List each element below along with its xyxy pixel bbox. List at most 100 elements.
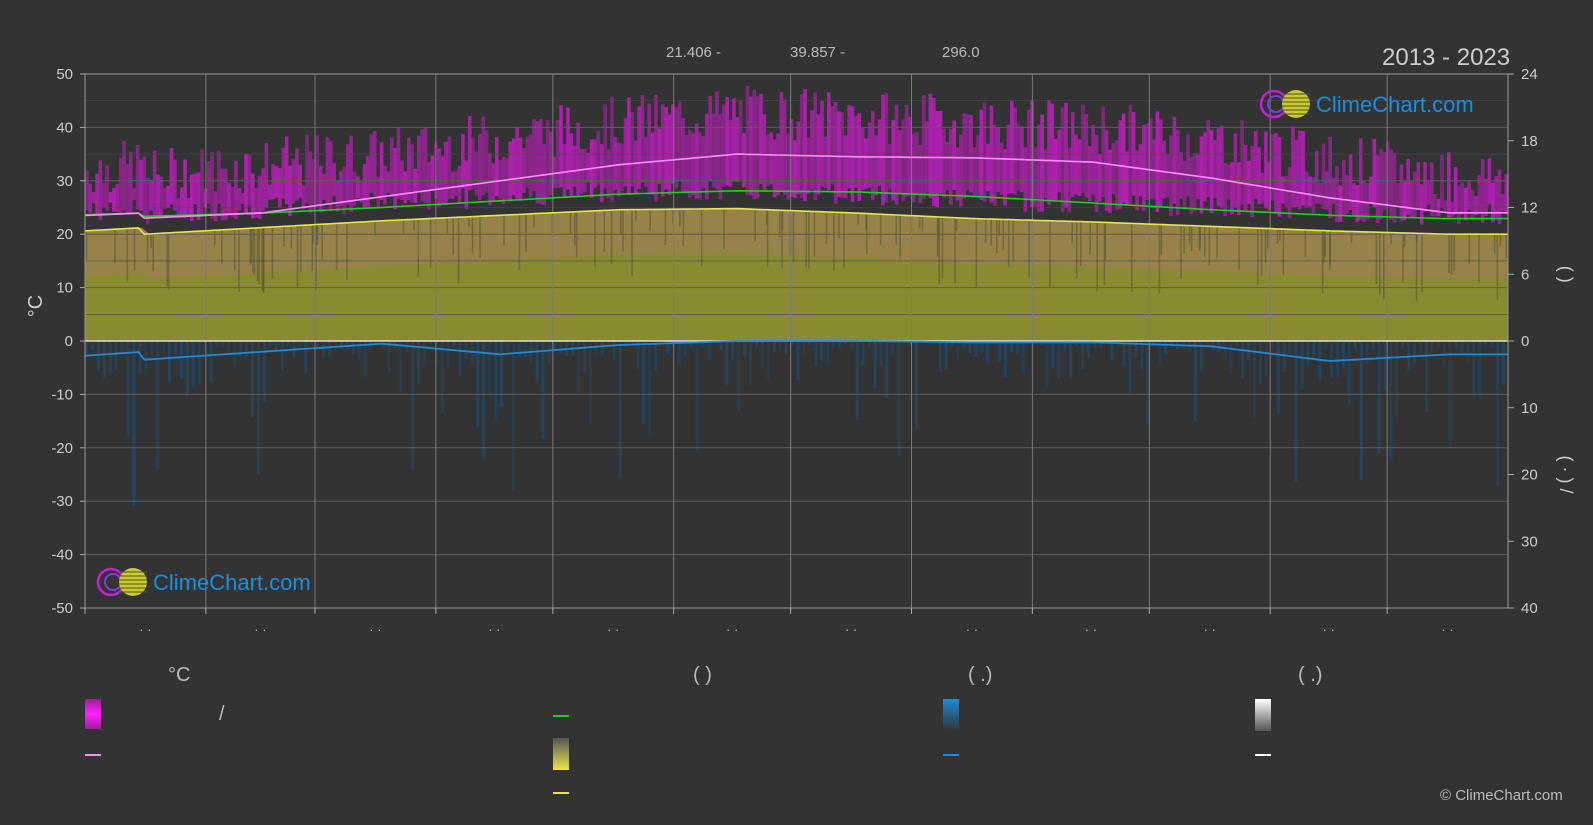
daily-range-bar: [1179, 152, 1183, 199]
daily-range-bar: [223, 168, 228, 220]
daily-range-bar: [1348, 154, 1353, 210]
daily-range-bar: [1033, 147, 1038, 208]
daily-range-bar: [962, 113, 967, 199]
y-right-upper-tick-label: 24: [1521, 66, 1538, 83]
precipitation-bar: [1223, 341, 1227, 361]
daily-range-bar: [640, 95, 645, 183]
daily-range-bar: [1104, 130, 1109, 211]
sunshine-dip: [808, 211, 810, 269]
y-left-tick-label: -20: [51, 440, 73, 457]
precipitation-bar: [1359, 341, 1363, 481]
precipitation-bar: [239, 341, 243, 358]
daily-range-bar: [1416, 162, 1421, 210]
precipitation-bar: [345, 341, 349, 350]
sunshine-dip: [1415, 233, 1418, 302]
daily-range-bar: [715, 91, 719, 190]
precipitation-bar: [114, 341, 118, 370]
precipitation-bar: [1098, 341, 1102, 348]
daily-range-bar: [444, 141, 448, 206]
precipitation-bar: [221, 341, 225, 348]
daily-range-bar: [908, 116, 912, 193]
sunshine-dip: [779, 210, 781, 238]
precipitation-bar: [108, 341, 112, 373]
daily-range-bar: [125, 163, 130, 213]
daily-range-bar: [369, 134, 374, 193]
copyright: © ClimeChart.com: [1440, 787, 1563, 804]
daily-range-bar: [1386, 141, 1390, 206]
precipitation-bar: [506, 341, 509, 352]
daily-range-bar: [213, 191, 218, 222]
precipitation-bar: [962, 341, 966, 352]
precipitation-bar: [636, 341, 640, 370]
daily-range-bar: [999, 142, 1004, 195]
daily-range-bar: [1138, 144, 1143, 197]
precipitation-bar: [1057, 341, 1061, 379]
precipitation-bar: [156, 341, 160, 471]
precipitation-bar: [132, 341, 136, 506]
precipitation-bar: [826, 341, 830, 364]
daily-range-bar: [1182, 161, 1187, 210]
precipitation-bar: [310, 341, 314, 345]
precipitation-bar: [191, 341, 195, 388]
daily-range-bar: [169, 148, 174, 205]
y-left-tick-label: -10: [51, 386, 73, 403]
daily-range-bar: [210, 151, 214, 219]
daily-range-bar: [1223, 162, 1227, 217]
precipitation-bar: [843, 341, 847, 344]
daily-range-bar: [959, 134, 963, 207]
daily-range-bar: [1396, 183, 1400, 205]
daily-range-bar: [1037, 124, 1041, 212]
sunshine-dip: [261, 227, 263, 290]
sunshine-dip: [114, 229, 116, 263]
daily-range-bar: [190, 174, 194, 222]
daily-range-bar: [1399, 164, 1404, 222]
precipitation-bar: [90, 341, 94, 350]
sunshine-dip: [781, 210, 783, 268]
sunshine-dip: [649, 209, 651, 231]
precipitation-bar: [1413, 341, 1417, 363]
daily-range-bar: [345, 144, 350, 205]
precipitation-bar: [511, 341, 515, 491]
x-tick-label: · ·: [966, 622, 978, 637]
precipitation-bar: [440, 341, 444, 414]
daily-range-bar: [606, 149, 611, 199]
precipitation-bar: [891, 341, 895, 355]
daily-range-bar: [1291, 126, 1295, 207]
precipitation-bar: [1134, 341, 1138, 358]
legend-swatch-rain: [943, 754, 959, 756]
precipitation-bar: [879, 341, 883, 367]
daily-range-bar: [230, 187, 235, 218]
sunshine-dip: [214, 230, 216, 245]
y-right-upper-axis-label: ( ): [1556, 266, 1576, 283]
daily-range-bar: [566, 107, 570, 190]
sunshine-dip: [765, 209, 768, 225]
sunshine-dip: [1075, 221, 1078, 279]
precipitation-bar: [209, 341, 213, 381]
daily-range-bar: [711, 113, 716, 188]
precipitation-bar: [268, 341, 272, 347]
precipitation-bar: [944, 341, 948, 370]
sunshine-dip: [1321, 230, 1324, 294]
daily-range-bar: [823, 136, 828, 189]
daily-range-bar: [569, 133, 574, 196]
daily-range-bar: [352, 171, 357, 206]
daily-range-bar: [1287, 166, 1292, 219]
precipitation-bar: [772, 341, 776, 352]
logo-sun-icon: [1282, 90, 1310, 118]
sunshine-dip: [417, 219, 420, 277]
daily-range-bar: [732, 98, 736, 182]
daily-range-bar: [115, 184, 120, 212]
precipitation-bar: [423, 341, 426, 367]
daily-range-bar: [1267, 161, 1271, 211]
precipitation-bar: [1401, 341, 1405, 350]
sunshine-dip: [126, 228, 129, 283]
sunshine-dip: [1282, 229, 1285, 275]
daily-range-bar: [406, 137, 411, 201]
precipitation-bar: [855, 341, 859, 421]
daily-range-bar: [630, 112, 635, 187]
daily-range-bar: [342, 166, 347, 215]
sunshine-dip: [258, 227, 260, 285]
daily-range-bar: [1010, 100, 1014, 194]
sunshine-dip: [250, 228, 252, 264]
daily-range-bar: [254, 187, 258, 219]
